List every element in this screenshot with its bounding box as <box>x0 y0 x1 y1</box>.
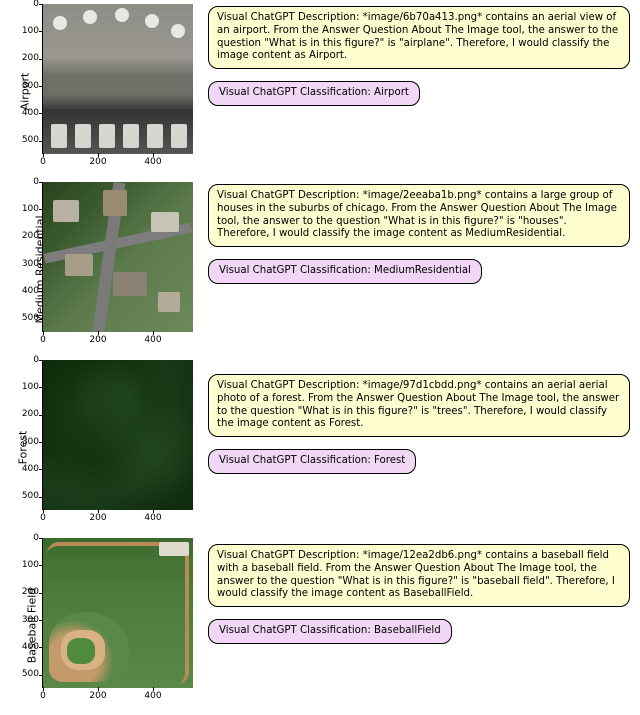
ytick: 0 <box>15 177 39 187</box>
boxes-medium-residential: Visual ChatGPT Description: *image/2eeab… <box>208 184 630 284</box>
xtick: 400 <box>141 157 165 167</box>
xtick: 0 <box>31 157 55 167</box>
xtick: 0 <box>31 513 55 523</box>
ytick: 500 <box>15 669 39 679</box>
ytick: 0 <box>15 533 39 543</box>
panel-medium-residential: Medium Residential 0 100 200 300 400 500… <box>0 178 640 356</box>
axes-medium-residential: 0 100 200 300 400 500 0 200 400 <box>42 182 192 332</box>
boxes-airport: Visual ChatGPT Description: *image/6b70a… <box>208 6 630 106</box>
panel-forest: Forest 0 100 200 300 400 500 0 200 400 V… <box>0 356 640 534</box>
ytick: 500 <box>15 135 39 145</box>
classification-box: Visual ChatGPT Classification: MediumRes… <box>208 259 482 284</box>
panel-baseball-field: Baseball Field 0 100 200 300 400 500 0 2… <box>0 534 640 712</box>
thumb-baseball-field <box>43 538 193 688</box>
ytick: 0 <box>15 0 39 9</box>
description-box: Visual ChatGPT Description: *image/12ea2… <box>208 544 630 607</box>
axes-forest: 0 100 200 300 400 500 0 200 400 <box>42 360 192 510</box>
thumb-medium-residential <box>43 182 193 332</box>
panel-airport: Airport 0 100 200 300 400 500 0 200 400 … <box>0 0 640 178</box>
ytick: 200 <box>15 409 39 419</box>
ytick: 400 <box>15 464 39 474</box>
thumb-airport <box>43 4 193 154</box>
ytick: 300 <box>15 81 39 91</box>
boxes-baseball-field: Visual ChatGPT Description: *image/12ea2… <box>208 544 630 644</box>
ytick: 200 <box>15 231 39 241</box>
ytick: 100 <box>15 26 39 36</box>
xtick: 400 <box>141 691 165 701</box>
ytick: 500 <box>15 491 39 501</box>
ylabel-forest: Forest <box>16 431 29 465</box>
xtick: 200 <box>86 691 110 701</box>
xtick: 200 <box>86 335 110 345</box>
classification-box: Visual ChatGPT Classification: BaseballF… <box>208 619 452 644</box>
description-box: Visual ChatGPT Description: *image/2eeab… <box>208 184 630 247</box>
ytick: 400 <box>15 286 39 296</box>
description-box: Visual ChatGPT Description: *image/6b70a… <box>208 6 630 69</box>
ytick: 200 <box>15 587 39 597</box>
classification-box: Visual ChatGPT Classification: Airport <box>208 81 420 106</box>
ytick: 400 <box>15 642 39 652</box>
ytick: 300 <box>15 437 39 447</box>
description-box: Visual ChatGPT Description: *image/97d1c… <box>208 374 630 437</box>
thumb-forest <box>43 360 193 510</box>
ytick: 0 <box>15 355 39 365</box>
xtick: 400 <box>141 335 165 345</box>
xtick: 200 <box>86 157 110 167</box>
xtick: 0 <box>31 691 55 701</box>
xtick: 400 <box>141 513 165 523</box>
xtick: 200 <box>86 513 110 523</box>
ytick: 400 <box>15 108 39 118</box>
axes-baseball-field: 0 100 200 300 400 500 0 200 400 <box>42 538 192 688</box>
ytick: 300 <box>15 259 39 269</box>
ytick: 300 <box>15 615 39 625</box>
boxes-forest: Visual ChatGPT Description: *image/97d1c… <box>208 374 630 474</box>
classification-box: Visual ChatGPT Classification: Forest <box>208 449 416 474</box>
ytick: 100 <box>15 204 39 214</box>
ytick: 100 <box>15 560 39 570</box>
axes-airport: 0 100 200 300 400 500 0 200 400 <box>42 4 192 154</box>
ytick: 200 <box>15 53 39 63</box>
ytick: 500 <box>15 313 39 323</box>
ylabel-airport: Airport <box>18 73 31 111</box>
xtick: 0 <box>31 335 55 345</box>
ytick: 100 <box>15 382 39 392</box>
